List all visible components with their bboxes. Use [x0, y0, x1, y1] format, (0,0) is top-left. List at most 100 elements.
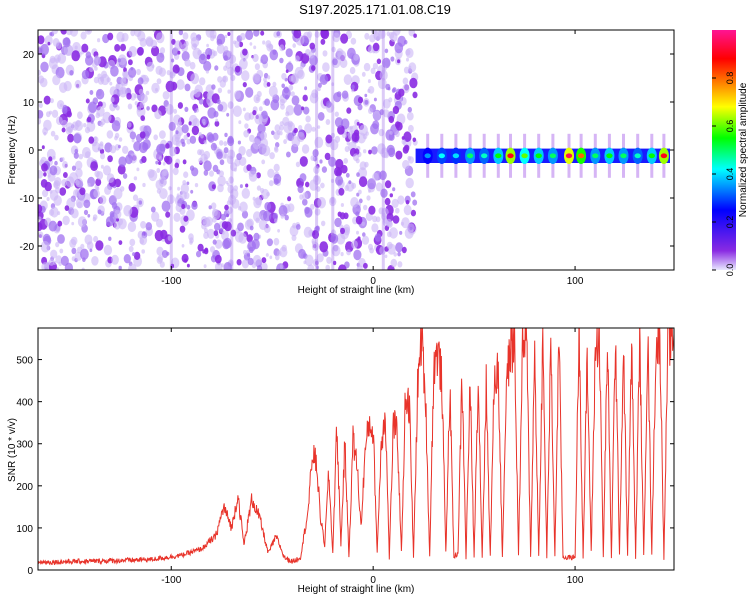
noise-blob	[269, 255, 273, 260]
noise-blob	[89, 90, 94, 95]
noise-blob	[395, 242, 403, 253]
noise-blob	[81, 69, 90, 80]
noise-blob	[304, 86, 308, 91]
noise-blob	[254, 73, 260, 81]
noise-blob	[103, 244, 113, 256]
noise-blob	[38, 35, 45, 45]
noise-blob	[352, 153, 359, 162]
noise-blob	[157, 255, 164, 263]
noise-blob	[338, 264, 347, 270]
noise-blob	[59, 248, 64, 254]
noise-blob	[189, 237, 194, 244]
noise-blob	[227, 101, 234, 109]
noise-blob	[127, 221, 137, 233]
noise-blob	[184, 106, 189, 112]
noise-blob	[331, 244, 341, 257]
y-tick-label: 10	[23, 98, 35, 109]
noise-blob	[252, 110, 257, 116]
noise-blob	[353, 249, 362, 261]
noise-blob	[409, 226, 413, 231]
noise-blob	[118, 144, 121, 149]
noise-blob	[249, 134, 255, 143]
noise-blob	[142, 182, 146, 188]
noise-blob	[332, 260, 337, 266]
noise-blob	[363, 204, 368, 211]
noise-blob	[363, 62, 371, 72]
noise-blob	[48, 220, 58, 232]
noise-blob	[337, 211, 342, 217]
noise-blob	[350, 37, 357, 45]
noise-blob	[183, 134, 188, 141]
noise-blob	[152, 30, 156, 33]
noise-blob	[232, 105, 242, 117]
noise-blob	[151, 104, 158, 113]
noise-blob	[372, 120, 380, 130]
noise-blob	[292, 43, 297, 48]
noise-blob	[93, 76, 99, 84]
noise-blob	[302, 198, 308, 206]
noise-blob	[268, 180, 274, 187]
signal-peak	[606, 153, 613, 159]
noise-blob	[401, 217, 410, 229]
noise-blob	[156, 218, 163, 228]
noise-blob	[274, 218, 278, 223]
noise-blob	[66, 110, 72, 118]
y-tick-label: 20	[23, 50, 35, 61]
noise-blob	[221, 231, 225, 235]
noise-blob	[109, 86, 118, 96]
noise-blob	[373, 32, 380, 41]
noise-blob	[367, 45, 374, 54]
noise-blob	[136, 106, 142, 112]
noise-blob	[80, 248, 89, 260]
noise-blob	[85, 151, 91, 159]
spectrogram-noise-layer	[38, 30, 419, 270]
noise-blob	[334, 166, 342, 177]
noise-blob	[395, 130, 400, 138]
noise-blob	[123, 205, 133, 217]
noise-blob	[125, 154, 133, 165]
noise-blob	[351, 84, 355, 90]
noise-streak	[381, 30, 385, 270]
noise-blob	[228, 176, 234, 184]
noise-blob	[119, 89, 124, 95]
noise-blob	[383, 109, 390, 118]
noise-blob	[212, 164, 219, 172]
noise-blob	[253, 197, 262, 209]
noise-blob	[54, 160, 58, 166]
noise-blob	[351, 88, 355, 93]
noise-blob	[312, 230, 319, 239]
noise-blob	[403, 131, 412, 142]
noise-blob	[305, 181, 310, 188]
noise-blob	[209, 246, 216, 253]
noise-blob	[54, 134, 59, 141]
noise-blob	[56, 100, 65, 110]
noise-blob	[198, 98, 204, 105]
noise-blob	[405, 199, 410, 205]
noise-blob	[191, 125, 200, 136]
noise-blob	[280, 214, 285, 219]
noise-blob	[375, 182, 383, 192]
noise-blob	[226, 155, 234, 165]
noise-blob	[331, 46, 336, 53]
noise-blob	[219, 228, 224, 233]
noise-blob	[252, 53, 259, 63]
noise-blob	[72, 42, 81, 54]
noise-blob	[254, 63, 260, 71]
noise-blob	[277, 229, 280, 233]
spectrogram-signal-layer	[415, 133, 670, 178]
noise-blob	[367, 79, 371, 84]
noise-blob	[214, 254, 222, 264]
snr-x-ticks: -100 0 100	[161, 328, 584, 586]
noise-blob	[303, 106, 310, 115]
noise-blob	[213, 230, 219, 237]
noise-blob	[316, 186, 321, 192]
noise-blob	[111, 202, 118, 210]
noise-blob	[401, 246, 407, 254]
x-tick-label: 100	[567, 276, 584, 287]
x-tick-label: 100	[567, 575, 584, 586]
noise-blob	[77, 111, 83, 119]
noise-blob	[216, 99, 221, 105]
noise-blob	[47, 174, 51, 178]
noise-blob	[196, 250, 202, 258]
noise-blob	[290, 91, 295, 97]
